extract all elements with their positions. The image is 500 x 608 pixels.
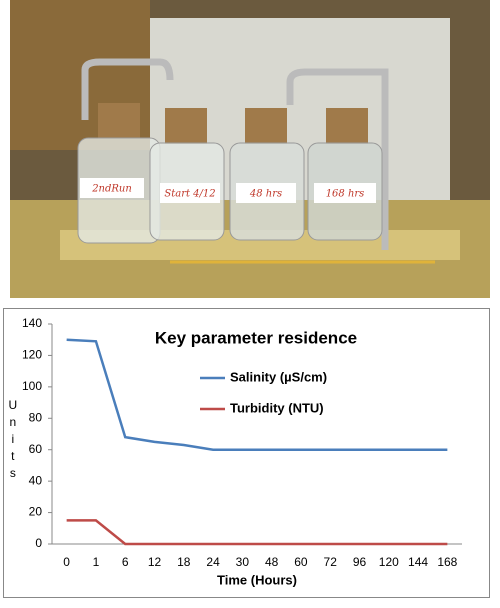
- jar-label: Start 4/12: [164, 189, 215, 200]
- chart-title: Key parameter residence: [155, 328, 357, 347]
- jars: 2ndRun Start 4/12 48 hrs 168 hrs: [77, 103, 383, 244]
- legend-label: Salinity (µS/cm): [230, 369, 327, 384]
- x-tick-label: 18: [177, 555, 191, 569]
- series-line: [66, 519, 448, 546]
- x-tick-label: 24: [206, 555, 220, 569]
- x-tick-label: 120: [379, 555, 399, 569]
- jar-label: 48 hrs: [249, 189, 282, 200]
- x-tick-label: 30: [236, 555, 250, 569]
- y-tick-label: 140: [22, 316, 42, 330]
- jar-label: 168 hrs: [326, 189, 365, 200]
- x-tick-label: 6: [122, 555, 129, 569]
- x-tick-label: 144: [408, 555, 428, 569]
- jar-tag: [314, 183, 376, 203]
- chart-frame: [3, 308, 490, 598]
- jar-label: 2ndRun: [91, 184, 132, 195]
- y-tick-label: 40: [29, 473, 43, 487]
- y-tick-label: 80: [29, 410, 43, 424]
- faucet-right: [286, 68, 389, 250]
- x-tick-label: 168: [437, 555, 457, 569]
- cork: [165, 108, 207, 144]
- jar-tag: [80, 178, 144, 198]
- x-tick-label: 96: [353, 555, 367, 569]
- photo: 2ndRun Start 4/12 48 hrs 168 hrs: [10, 0, 490, 298]
- series-line: [66, 338, 448, 451]
- faucet-left: [81, 58, 174, 120]
- y-tick-label: 0: [35, 536, 42, 550]
- x-tick-label: 48: [265, 555, 279, 569]
- y-tick-label: 60: [29, 442, 43, 456]
- y-axis-label: Units: [6, 398, 20, 483]
- cork: [245, 108, 287, 144]
- x-tick-label: 1: [93, 555, 100, 569]
- x-tick-label: 72: [324, 555, 338, 569]
- cork: [326, 108, 368, 144]
- x-tick-label: 12: [148, 555, 162, 569]
- legend-label: Turbidity (NTU): [230, 400, 324, 415]
- y-tick-label: 120: [22, 348, 42, 362]
- y-tick-label: 100: [22, 379, 42, 393]
- x-tick-label: 60: [294, 555, 308, 569]
- x-tick-label: 0: [63, 555, 70, 569]
- cork: [98, 103, 140, 139]
- x-axis-label: Time (Hours): [217, 572, 297, 587]
- jar-tag: [236, 183, 296, 203]
- y-tick-label: 20: [29, 505, 43, 519]
- jar-tag: [160, 183, 220, 203]
